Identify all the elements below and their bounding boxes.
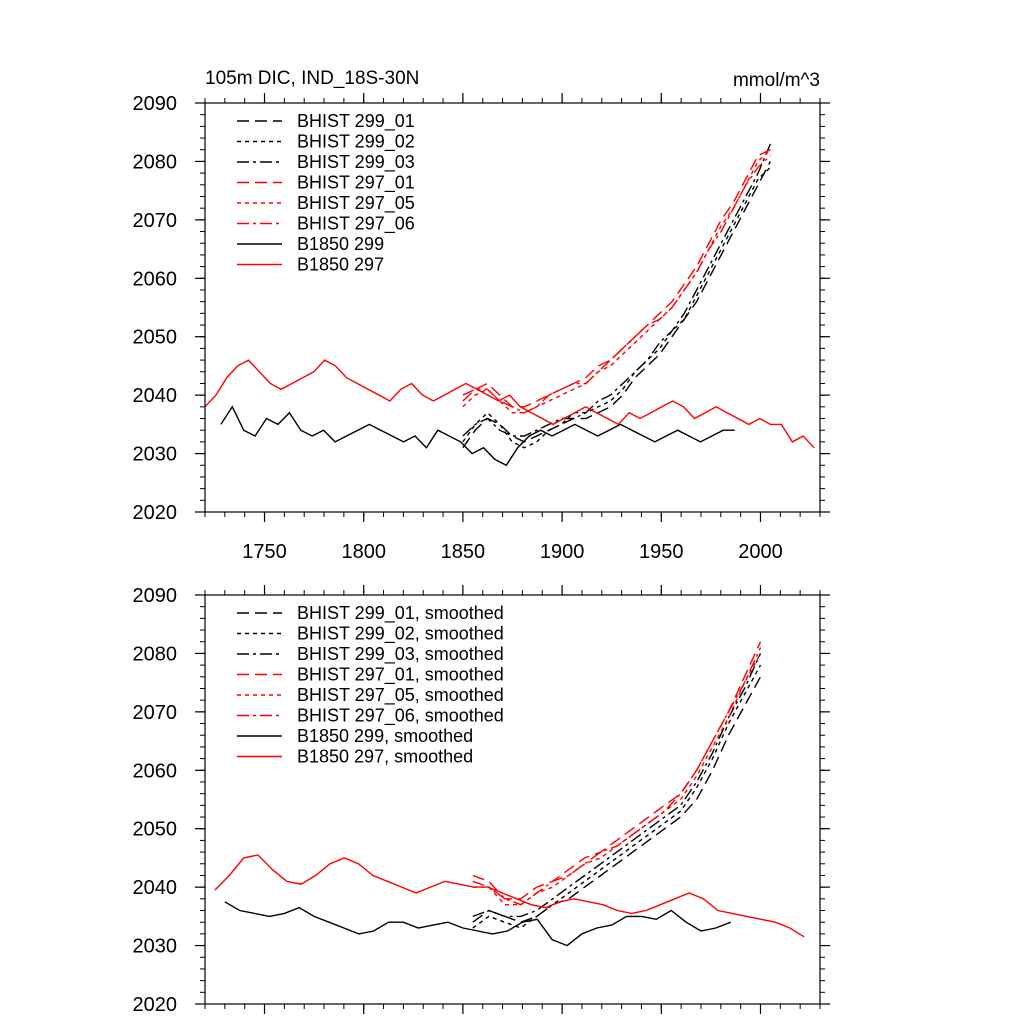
series-line <box>472 647 762 906</box>
y-tick-label: 2020 <box>133 994 178 1016</box>
legend-label: BHIST 297_06 <box>297 214 415 235</box>
legend-label: BHIST 299_02, smoothed <box>297 624 504 645</box>
legend-label: BHIST 299_03 <box>297 152 415 173</box>
y-tick-label: 2050 <box>133 819 178 841</box>
y-tick-label: 2080 <box>133 151 178 173</box>
series-line <box>462 149 771 414</box>
legend-label: BHIST 297_01, smoothed <box>297 665 504 686</box>
y-tick-label: 2020 <box>133 502 178 524</box>
series-line <box>224 901 731 947</box>
legend-label: BHIST 299_02 <box>297 132 415 153</box>
legend-label: B1850 297 <box>297 255 384 275</box>
legend-label: BHIST 297_05, smoothed <box>297 685 504 706</box>
x-tick-label: 1750 <box>242 541 287 563</box>
series-line <box>462 161 772 449</box>
units-label: mmol/m^3 <box>733 70 820 91</box>
series-line <box>462 143 772 437</box>
series-line <box>472 676 762 923</box>
plot-area-top: 1750 1800 1850 1900 1950 2000 2020 2030 2040 2050… <box>133 93 830 563</box>
chart-panel-top: 105m DIC, IND_18S-30N mmol/m^3 1750 1800 1… <box>133 68 830 563</box>
y-tick-label: 2060 <box>133 760 178 782</box>
y-tick-label: 2090 <box>133 585 178 607</box>
legend-label: B1850 299 <box>297 234 384 254</box>
x-tick-label: 1850 <box>441 541 486 563</box>
y-tick-label: 2080 <box>133 643 178 665</box>
y-tick-label: 2060 <box>133 268 178 290</box>
plot-frame <box>204 594 821 1005</box>
plot-area-bottom: 2020 2030 2040 2050 2060 2070 2080 2090 BHIST 29… <box>133 585 830 1016</box>
series-line <box>462 149 771 408</box>
series-line <box>462 166 771 449</box>
legend-label: B1850 297, smoothed <box>297 747 473 767</box>
plot-frame <box>204 102 821 513</box>
series-line <box>472 664 762 929</box>
chart-title: 105m DIC, IND_18S-30N <box>205 68 419 89</box>
series-line <box>472 653 762 906</box>
y-tick-label: 2040 <box>133 385 178 407</box>
series-line <box>220 405 735 467</box>
series-line <box>462 155 771 414</box>
series-line <box>472 653 762 918</box>
chart-panel-bottom: 2020 2030 2040 2050 2060 2070 2080 2090 BHIST 29… <box>133 585 830 1016</box>
legend-label: BHIST 297_01 <box>297 173 415 194</box>
x-tick-label: 1950 <box>639 541 684 563</box>
y-tick-label: 2030 <box>133 936 178 958</box>
legend-label: BHIST 297_05 <box>297 193 415 214</box>
y-tick-label: 2040 <box>133 877 178 899</box>
x-tick-label: 2000 <box>738 541 783 563</box>
series-line <box>472 641 762 900</box>
legend-label: BHIST 299_01, smoothed <box>297 603 504 624</box>
y-tick-label: 2070 <box>133 210 178 232</box>
y-tick-label: 2050 <box>133 327 178 349</box>
legend-label: BHIST 299_01 <box>297 111 415 132</box>
legend-label: B1850 299, smoothed <box>297 726 473 746</box>
x-tick-label: 1800 <box>341 541 386 563</box>
series-line <box>204 359 815 449</box>
y-tick-label: 2070 <box>133 702 178 724</box>
y-tick-label: 2090 <box>133 93 178 115</box>
series-line <box>214 854 805 938</box>
x-tick-label: 1900 <box>540 541 585 563</box>
legend-label: BHIST 299_03, smoothed <box>297 644 504 665</box>
y-tick-label: 2030 <box>133 444 178 466</box>
legend-label: BHIST 297_06, smoothed <box>297 706 504 727</box>
